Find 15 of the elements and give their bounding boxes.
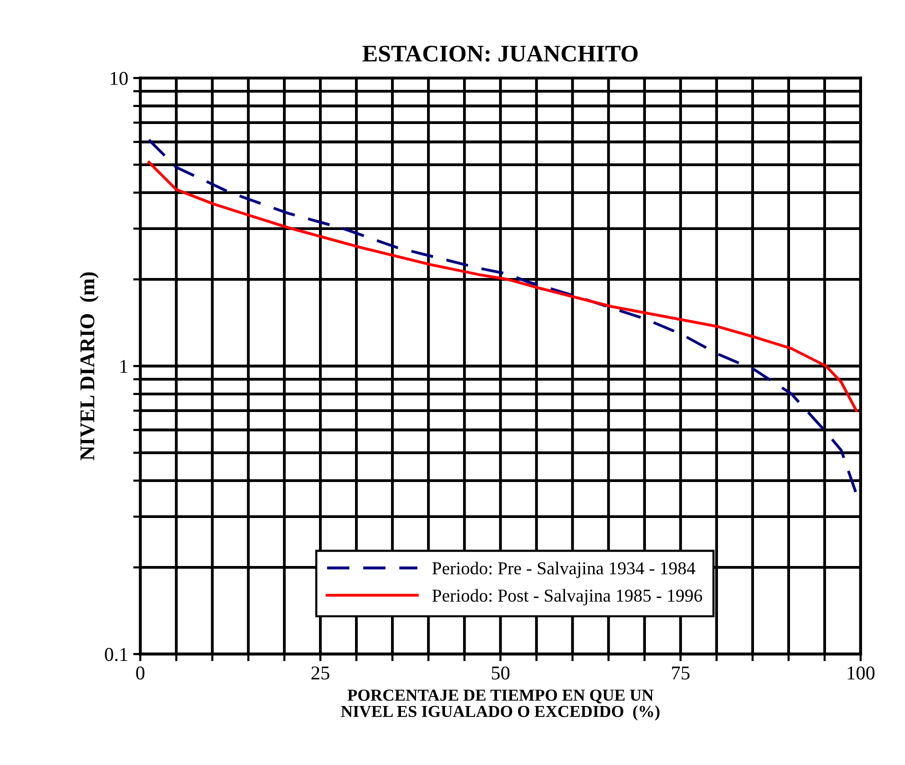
- x-tick-label: 75: [672, 666, 690, 680]
- line-series: [148, 138, 858, 496]
- y-tick-label: 1: [120, 360, 128, 373]
- legend-label: Periodo: Pre - Salvajina 1934 - 1984: [432, 562, 696, 578]
- y-axis-title: NIVEL DIARIO (m): [80, 272, 99, 460]
- legend-label: Periodo: Post - Salvajina 1985 - 1996: [432, 589, 702, 606]
- x-tick-label: 50: [492, 666, 510, 680]
- x-tick-label: 25: [312, 666, 330, 680]
- y-tick-label: 10: [110, 72, 128, 85]
- x-axis-title: PORCENTAJE DE TIEMPO EN QUE UN NIVEL ES IGUALADO O EXCEDIDO (%): [341, 690, 660, 720]
- y-tick-label: 0.1: [104, 648, 128, 662]
- chart-title: ESTACION: JUANCHITO: [362, 46, 638, 62]
- x-tick-label: 0: [136, 666, 144, 680]
- x-tick-label: 100: [848, 666, 874, 680]
- line-series: [148, 160, 858, 412]
